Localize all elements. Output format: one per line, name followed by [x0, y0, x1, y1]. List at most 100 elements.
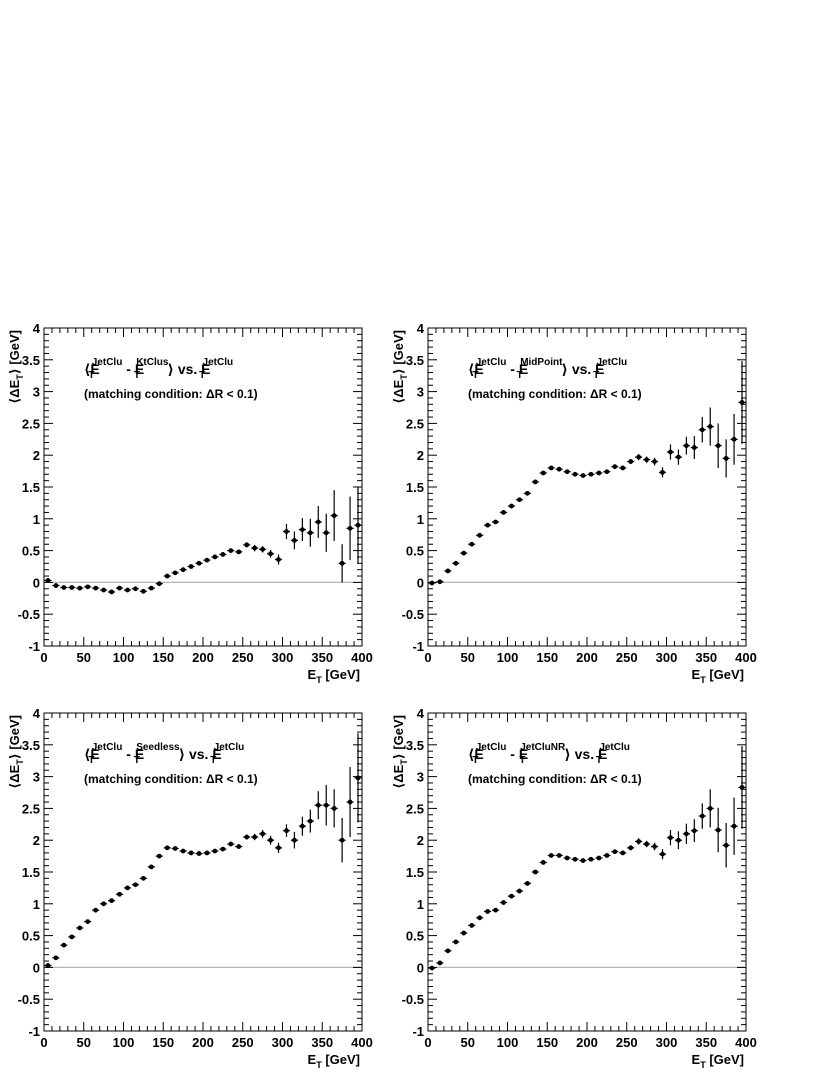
data-marker [53, 955, 59, 961]
x-tick-label: 350 [311, 1035, 333, 1050]
data-marker [493, 519, 498, 525]
panel-title: ⟨EJetClu T - EKtClus T ⟩ vs. EJetClu T [84, 357, 233, 381]
data-marker [140, 875, 146, 881]
data-marker [133, 882, 138, 888]
data-point [468, 923, 476, 928]
data-marker [77, 925, 83, 931]
data-marker [212, 848, 218, 854]
data-marker [355, 775, 361, 781]
y-tick-label: 1.5 [22, 480, 40, 495]
data-point [635, 838, 643, 845]
data-point [515, 497, 524, 503]
data-marker [244, 834, 250, 840]
data-marker [355, 522, 361, 528]
data-marker [69, 934, 75, 940]
data-marker [485, 909, 491, 914]
panel-title: ⟨EJetClu T - EJetCluNR T ⟩ vs. EJetClu T [468, 742, 630, 766]
data-marker [501, 900, 506, 905]
y-tick-label: 0.5 [22, 544, 40, 559]
data-marker [509, 503, 514, 509]
data-point [346, 767, 354, 838]
x-tick-label: 400 [735, 1035, 757, 1050]
data-marker [315, 519, 321, 525]
data-point [290, 531, 299, 550]
y-tick-label: 2.5 [22, 801, 40, 816]
x-tick-label: 350 [695, 1035, 717, 1050]
y-tick-label: 1 [33, 897, 40, 912]
data-marker [117, 585, 122, 591]
data-marker [731, 823, 737, 829]
matching-condition-label: (matching condition: ΔR < 0.1) [468, 772, 642, 786]
data-point [282, 824, 291, 838]
x-tick-label: 300 [656, 1035, 678, 1050]
y-tick-label: 2.5 [406, 416, 424, 431]
data-point [738, 746, 746, 829]
data-marker [588, 856, 594, 862]
data-point [298, 816, 306, 836]
data-point [243, 834, 251, 840]
data-marker [164, 573, 170, 579]
data-marker [485, 522, 491, 528]
data-point [179, 848, 187, 854]
data-marker [517, 497, 522, 503]
data-point [507, 893, 516, 899]
y-axis-title: ⟨ΔET⟩ [GeV] [7, 715, 25, 789]
data-point [330, 789, 338, 828]
x-tick-label: 300 [656, 650, 678, 665]
data-point [76, 925, 84, 931]
data-point [76, 585, 84, 591]
data-marker [268, 551, 273, 557]
data-point [314, 506, 322, 538]
data-point [60, 585, 68, 590]
data-point [44, 578, 52, 583]
y-tick-label: -0.5 [402, 607, 424, 622]
data-marker [323, 802, 329, 808]
y-tick-label: 4 [33, 706, 41, 721]
data-point [571, 471, 579, 477]
data-marker [156, 581, 162, 587]
data-point [251, 544, 259, 552]
data-marker [228, 548, 234, 553]
data-point [539, 470, 547, 476]
y-tick-label: 0.5 [406, 544, 424, 559]
data-point [266, 549, 275, 558]
data-point [491, 907, 500, 913]
data-marker [347, 799, 353, 805]
data-point [330, 490, 338, 542]
data-marker [228, 841, 234, 847]
data-point [499, 900, 508, 905]
data-point [619, 465, 627, 471]
data-marker [660, 469, 665, 475]
data-point [595, 470, 603, 476]
data-marker [331, 806, 337, 811]
data-marker [125, 587, 130, 593]
chart-panel-bottom-right: 0 50 100 150 200 250 300 350 400 -1 -0.5 0 0.5 1 1.5 2 2… [391, 706, 757, 1070]
data-point [163, 573, 171, 579]
data-point [603, 853, 611, 858]
data-marker [469, 923, 475, 928]
data-point [139, 875, 147, 881]
data-point [587, 471, 595, 477]
data-point [674, 449, 683, 465]
y-tick-label: 2 [417, 833, 424, 848]
y-tick-label: 3 [417, 385, 424, 400]
data-point [155, 581, 163, 587]
data-point [627, 845, 635, 851]
data-point [92, 907, 100, 913]
data-point [452, 939, 460, 945]
y-tick-label: 0 [33, 960, 40, 975]
x-tick-label: 50 [461, 650, 475, 665]
data-point [155, 853, 163, 859]
data-marker [85, 919, 91, 925]
data-marker [429, 580, 435, 586]
data-point [107, 589, 116, 595]
data-marker [715, 827, 721, 833]
y-tick-label: 3 [33, 385, 40, 400]
data-point [627, 459, 635, 465]
data-point [515, 888, 524, 894]
data-marker [564, 855, 570, 861]
data-marker [683, 443, 689, 449]
data-point [115, 585, 124, 591]
y-tick-label: 1.5 [406, 480, 424, 495]
